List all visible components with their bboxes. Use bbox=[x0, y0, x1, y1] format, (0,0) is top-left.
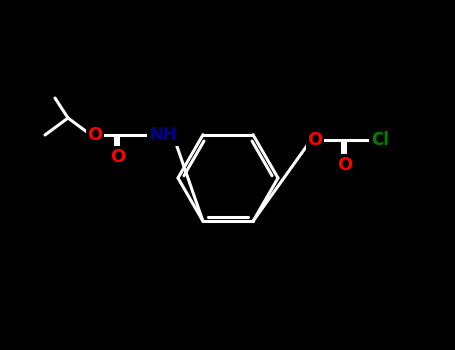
Text: O: O bbox=[337, 156, 353, 174]
Text: O: O bbox=[308, 131, 323, 149]
Text: NH: NH bbox=[149, 126, 177, 144]
Text: Cl: Cl bbox=[371, 131, 389, 149]
Text: O: O bbox=[87, 126, 103, 144]
Text: O: O bbox=[111, 148, 126, 166]
